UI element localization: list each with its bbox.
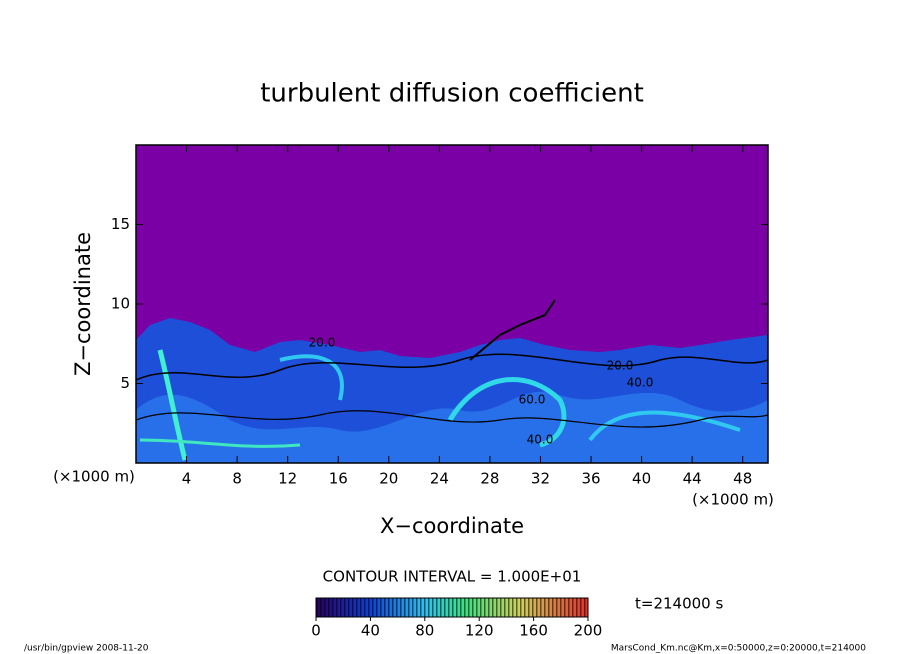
colorbar-tick-label: 160 [519,622,548,640]
x-axis-label: X−coordinate [380,514,524,538]
colorbar-tick-label: 40 [361,622,380,640]
colorbar-tick-label: 200 [574,622,603,640]
x-tick-label: 12 [278,470,297,488]
x-tick-label: 44 [683,470,702,488]
y-tick-label: 5 [120,374,130,392]
time-label: t=214000 s [635,595,723,613]
x-tick-label: 24 [430,470,449,488]
colorbar-tick-label: 0 [311,622,321,640]
contour-label: 20.0 [309,336,336,350]
colorbar-tick-label: 80 [415,622,434,640]
x-tick-label: 40 [632,470,651,488]
chart-title: turbulent diffusion coefficient [260,79,644,109]
colorbar-frame [315,597,589,618]
field [136,145,768,463]
x-tick-label: 20 [379,470,398,488]
contour-label: 40.0 [627,376,654,390]
y-tick-label: 15 [111,215,130,233]
footer-right: MarsCond_Km.nc@Km,x=0:50000,z=0:20000,t=… [611,644,866,654]
footer-left: /usr/bin/gpview 2008-11-20 [24,644,149,654]
contour-label: 20.0 [607,359,634,373]
y-unit: (×1000 m) [53,468,135,486]
x-tick-label: 36 [581,470,600,488]
contour-label: 60.0 [519,393,546,407]
x-tick-label: 48 [733,470,752,488]
y-axis-label: Z−coordinate [71,232,95,376]
x-unit: (×1000 m) [692,491,774,509]
x-tick-label: 4 [182,470,192,488]
x-tick-label: 32 [531,470,550,488]
y-tick-label: 10 [111,295,130,313]
x-tick-label: 8 [232,470,242,488]
x-tick-label: 28 [480,470,499,488]
colorbar-tick-label: 120 [465,622,494,640]
contour-label: 40.0 [527,433,554,447]
x-tick-label: 16 [329,470,348,488]
contour-interval: CONTOUR INTERVAL = 1.000E+01 [323,568,582,586]
